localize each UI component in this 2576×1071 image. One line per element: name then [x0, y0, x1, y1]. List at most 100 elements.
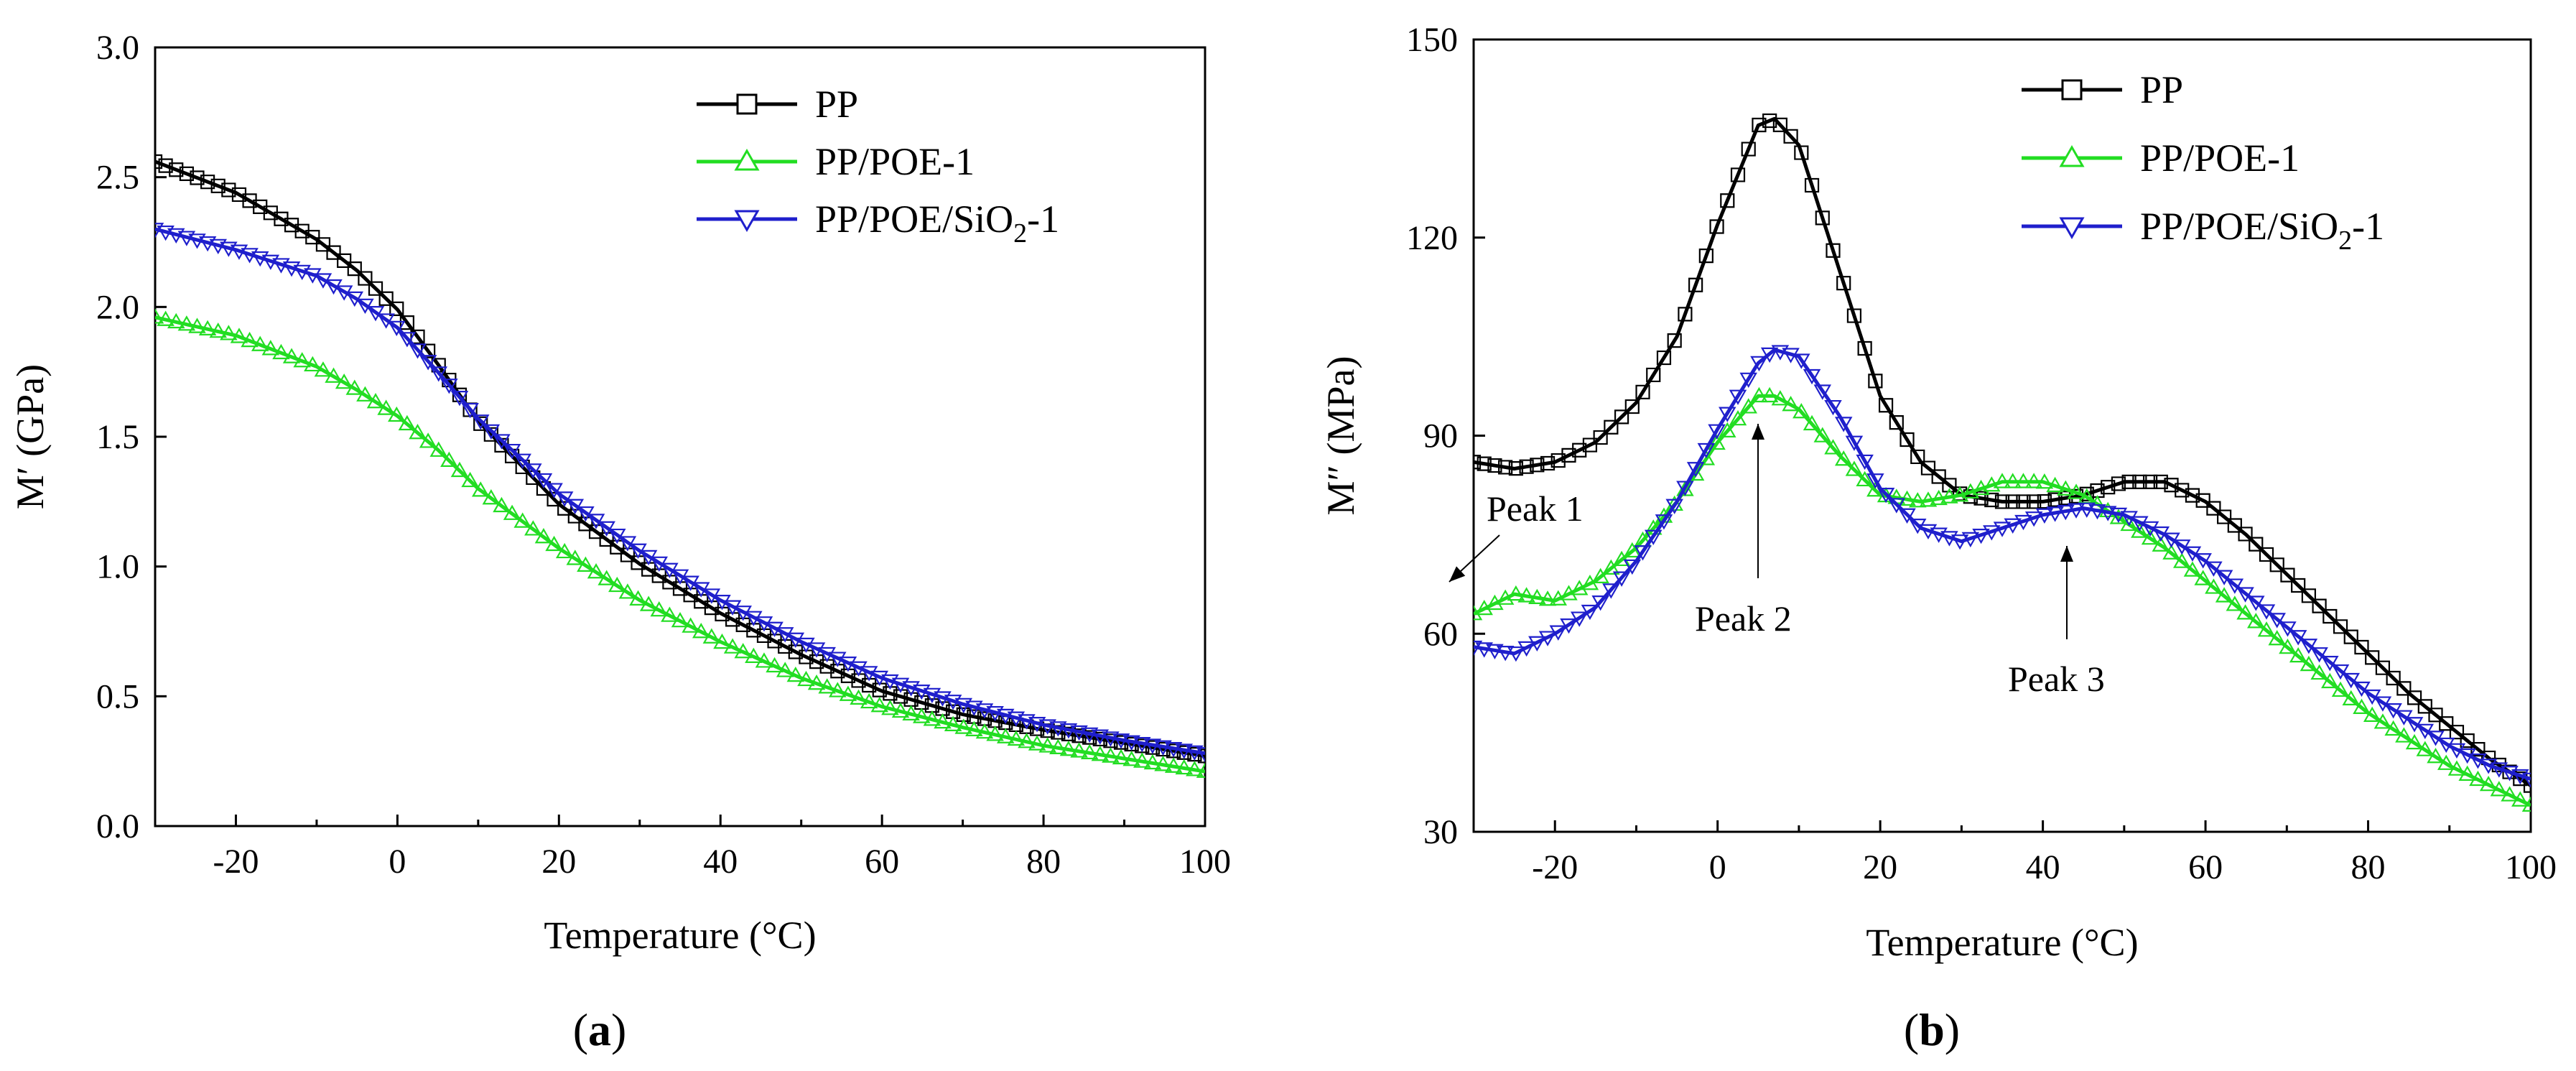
data-point [1846, 308, 1862, 323]
data-point [818, 678, 836, 694]
data-point [1133, 736, 1151, 753]
data-point [1519, 459, 1534, 474]
data-point [1750, 356, 1768, 372]
data-point [2185, 488, 2200, 503]
data-point [1877, 488, 1895, 504]
data-point [2109, 507, 2128, 524]
data-point [1813, 384, 1832, 400]
data-point [399, 315, 414, 330]
data-point [734, 643, 752, 659]
data-point [902, 705, 920, 720]
annotation-arrowhead [1449, 566, 1466, 582]
data-point [2513, 771, 2528, 787]
data-point [986, 725, 1004, 741]
data-point [1517, 587, 1535, 603]
data-point [1102, 747, 1120, 763]
data-point [725, 612, 740, 627]
data-point [198, 236, 217, 252]
data-point [545, 483, 563, 499]
data-point [2310, 647, 2328, 663]
data-point [2164, 478, 2179, 493]
data-point [389, 301, 404, 316]
data-point [1834, 450, 1853, 466]
data-point [2354, 639, 2369, 655]
data-point [241, 331, 259, 348]
x-axis-label: Temperature (°C) [1866, 921, 2138, 964]
data-point [2098, 506, 2117, 521]
data-point [2428, 708, 2443, 723]
data-point [388, 320, 406, 337]
data-point [2175, 483, 2190, 498]
data-point [2300, 639, 2318, 654]
data-point [2333, 619, 2348, 634]
data-point [850, 689, 868, 705]
data-point [2479, 759, 2498, 774]
data-point [2172, 552, 2191, 568]
x-tick-label: 100 [1179, 843, 1231, 881]
data-point [2226, 595, 2244, 611]
data-point [2226, 578, 2244, 594]
data-point [272, 343, 290, 360]
data-point [1739, 372, 1757, 389]
data-point [1091, 746, 1110, 761]
data-point [1602, 559, 1620, 575]
data-point [2088, 504, 2106, 520]
data-point [167, 228, 185, 244]
data-point [2014, 473, 2032, 488]
data-point [2227, 518, 2242, 533]
data-point [1582, 437, 1598, 453]
data-point [1122, 751, 1140, 766]
data-point [662, 575, 677, 590]
annotation-label: Peak 1 [1487, 488, 1584, 529]
data-point [577, 556, 595, 572]
data-point [1983, 476, 2001, 492]
data-point [1993, 473, 2012, 488]
data-point [1570, 611, 1589, 627]
panel-label: (b) [1904, 1004, 1960, 1055]
plot-frame [154, 46, 1206, 827]
data-point [651, 568, 666, 583]
data-point [2405, 733, 2424, 750]
data-point [891, 677, 910, 693]
data-point [661, 606, 679, 622]
data-point [2090, 483, 2105, 499]
data-point [2195, 493, 2210, 508]
data-point [1061, 726, 1077, 742]
data-point [1900, 432, 1915, 448]
data-point [261, 254, 280, 270]
data-point [347, 261, 362, 277]
data-point [2437, 754, 2455, 770]
data-point [1803, 368, 1821, 385]
data-point [2194, 570, 2212, 585]
data-point [2247, 595, 2265, 611]
data-point [1856, 454, 1874, 470]
data-point [2194, 553, 2212, 569]
data-point [1908, 492, 1927, 508]
data-point [2141, 529, 2159, 545]
data-point [2004, 473, 2022, 488]
data-point [2469, 770, 2487, 787]
data-point [1038, 719, 1056, 735]
y-tick-label: 30 [1423, 813, 1458, 851]
data-point [157, 310, 175, 326]
data-point [555, 542, 574, 559]
data-point [513, 512, 531, 528]
data-point [2236, 587, 2254, 603]
data-point [2291, 578, 2306, 593]
data-point [2523, 778, 2531, 793]
data-point [366, 306, 385, 322]
data-point [2331, 681, 2350, 697]
data-point [1186, 745, 1204, 761]
data-point [1868, 374, 1883, 389]
data-point [1635, 384, 1650, 399]
data-point [1475, 642, 1493, 658]
data-point [1634, 545, 1652, 561]
y-tick-label: 0.0 [96, 807, 139, 845]
data-point [1972, 528, 1990, 544]
data-point [1091, 729, 1110, 745]
data-point [326, 245, 341, 260]
data-point [1824, 439, 1842, 455]
data-point [555, 491, 574, 507]
data-point [198, 320, 217, 335]
data-point [996, 708, 1015, 725]
